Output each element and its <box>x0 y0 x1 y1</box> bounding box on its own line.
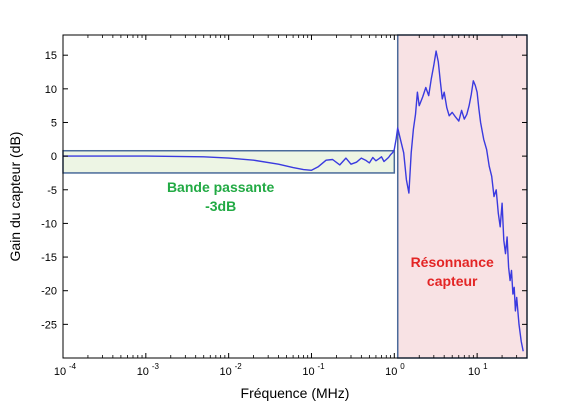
x-axis-title: Fréquence (MHz) <box>241 385 350 401</box>
y-tick-label-1: 10 <box>45 84 57 96</box>
region-1 <box>396 34 528 359</box>
y-tick-label-2: 5 <box>51 117 57 129</box>
series-layer <box>63 50 524 352</box>
x-tick-label-4: 10 <box>385 366 397 378</box>
y-tick-label-5: -10 <box>41 218 57 230</box>
x-tick-label-5: 10 <box>468 366 480 378</box>
x-tick-label-exp-5: 1 <box>483 362 488 371</box>
x-tick-label-exp-0: -4 <box>69 362 77 371</box>
y-axis: 15 10 5 0 -5 -10 -15 -20 -25 <box>41 50 527 331</box>
region-labels-layer: Bande passante -3dB Résonnance capteur <box>167 179 494 289</box>
region-1-label-0: Résonnance <box>411 254 494 270</box>
y-tick-label-3: 0 <box>51 151 57 163</box>
region-1-label-1: capteur <box>427 273 478 289</box>
y-tick-label-8: -25 <box>41 319 57 331</box>
x-tick-label-exp-2: -2 <box>235 362 243 371</box>
y-tick-label-7: -20 <box>41 286 57 298</box>
region-0-label-1: -3dB <box>205 198 236 214</box>
x-axis: 10 -4 10 -3 10 -2 10 -1 10 0 10 1 <box>54 35 528 378</box>
x-tick-label-exp-4: 0 <box>400 362 405 371</box>
x-tick-label-0: 10 <box>54 366 66 378</box>
x-tick-label-3: 10 <box>302 366 314 378</box>
y-tick-label-6: -15 <box>41 252 57 264</box>
regions-layer <box>62 34 528 359</box>
series-line-0 <box>63 50 524 352</box>
x-tick-label-1: 10 <box>137 366 149 378</box>
x-tick-label-exp-3: -1 <box>317 362 325 371</box>
y-tick-label-0: 15 <box>45 50 57 62</box>
region-0-label-0: Bande passante <box>167 179 275 195</box>
y-axis-title: Gain du capteur (dB) <box>7 132 23 262</box>
x-tick-label-2: 10 <box>220 366 232 378</box>
y-tick-label-4: -5 <box>47 185 57 197</box>
plot-frame <box>62 34 528 359</box>
region-0 <box>62 149 396 174</box>
x-tick-label-exp-1: -3 <box>152 362 160 371</box>
